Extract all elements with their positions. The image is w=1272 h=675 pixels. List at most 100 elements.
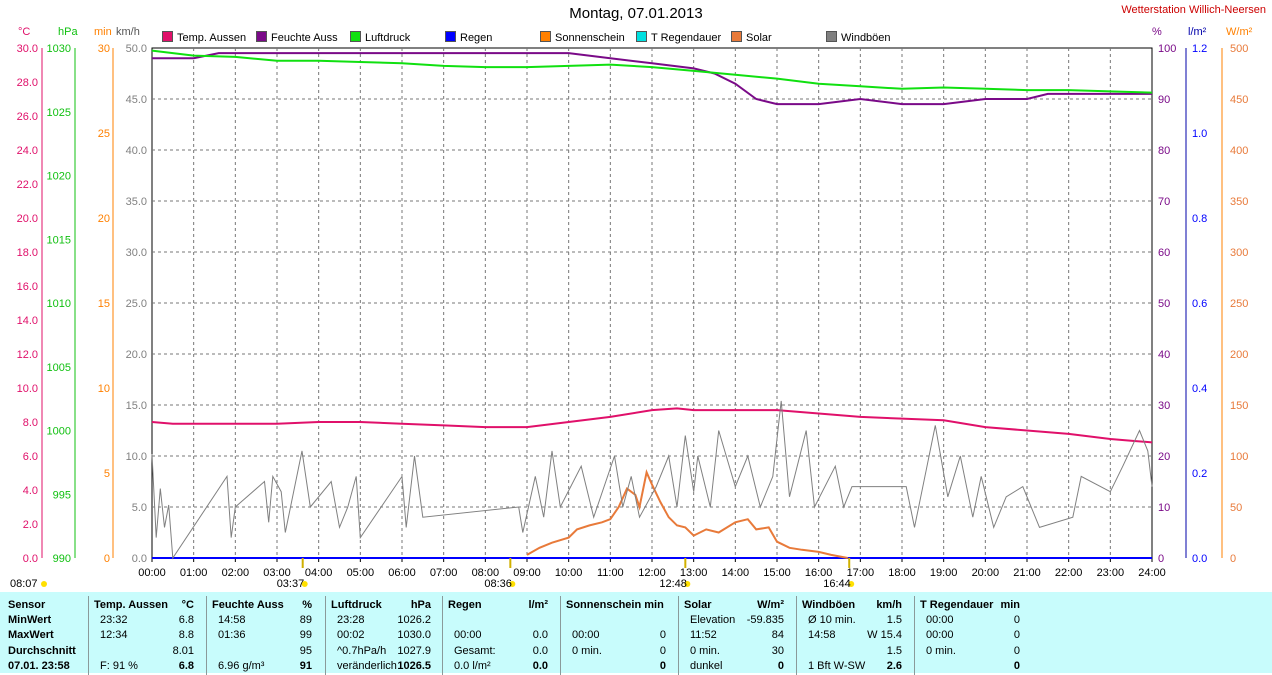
humidity-axis-tick: 70 — [1158, 196, 1170, 208]
cell-label: 00:00 — [572, 629, 600, 641]
cell-value: 8.8 — [178, 629, 194, 641]
wind-axis-tick: 50.0 — [126, 43, 147, 55]
legend-item[interactable]: Luftdruck — [350, 31, 410, 44]
summary-table: Sensor MinWert MaxWert Durchschnitt 07.01. 2… — [0, 592, 1272, 675]
solar-axis-tick: 350 — [1230, 196, 1248, 208]
x-tick-label: 15:00 — [763, 567, 791, 579]
cell-label: 14:58 — [808, 629, 836, 641]
cell-value: 1026.5 — [397, 660, 431, 672]
cell-value: -59.835 — [746, 614, 784, 626]
wind-axis-tick: 40.0 — [126, 145, 147, 157]
cell-label: 01:36 — [218, 629, 246, 641]
cell-label: 00:00 — [454, 629, 482, 641]
pressure-axis-tick: 1015 — [47, 234, 71, 246]
col-header: Sonnenschein min — [566, 599, 664, 611]
cell-label: veränderlich — [337, 660, 397, 672]
wind-axis-tick: 25.0 — [126, 298, 147, 310]
cell-value: 0.0 — [532, 629, 548, 641]
x-tick-label: 01:00 — [180, 567, 208, 579]
cell-value: 0 — [1013, 660, 1020, 672]
legend-label: Sonnenschein — [555, 32, 625, 44]
cell-label: 23:28 — [337, 614, 365, 626]
unit-humidity: % — [1152, 26, 1162, 38]
cell-value: 1030.0 — [397, 629, 431, 641]
temp-axis-tick: 28.0 — [17, 77, 38, 89]
sun-marker-label: 16:44 — [823, 578, 851, 590]
cell-value: 6.8 — [178, 614, 194, 626]
pressure-axis-tick: 1000 — [47, 426, 71, 438]
wind-axis-tick: 0.0 — [132, 553, 147, 565]
cell-label: 6.96 g/m³ — [218, 660, 265, 672]
temp-axis-tick: 12.0 — [17, 349, 38, 361]
temp-axis-tick: 14.0 — [17, 315, 38, 327]
x-tick-label: 08:00 — [472, 567, 500, 579]
cell-label: 0.0 l/m² — [454, 660, 491, 672]
rain-axis-tick: 1.0 — [1192, 128, 1207, 140]
cell-value: 1026.2 — [397, 614, 431, 626]
pressure-axis-tick: 1005 — [47, 362, 71, 374]
sun-marker-dot — [41, 581, 47, 587]
temp-axis-tick: 0.0 — [23, 553, 38, 565]
sunshine-axis-tick: 30 — [98, 43, 110, 55]
x-tick-label: 16:00 — [805, 567, 833, 579]
sun-marker-dot — [509, 581, 516, 587]
col-unit: % — [302, 599, 312, 611]
unit-temp: °C — [18, 26, 31, 38]
table-divider — [206, 596, 207, 675]
cell-value: 0 — [1013, 645, 1020, 657]
legend-item[interactable]: Solar — [731, 31, 772, 44]
cell-value: 91 — [299, 660, 312, 672]
temp-axis-tick: 20.0 — [17, 213, 38, 225]
legend-swatch — [162, 31, 173, 42]
col-header: Temp. Aussen — [94, 599, 168, 611]
solar-axis-tick: 200 — [1230, 349, 1248, 361]
cell-value: 0 — [659, 629, 666, 641]
sunshine-axis-tick: 15 — [98, 298, 110, 310]
x-tick-label: 05:00 — [347, 567, 375, 579]
row-label: Sensor — [8, 599, 46, 611]
series-solar — [526, 469, 848, 559]
cell-label: 00:00 — [926, 629, 954, 641]
chart-title: Montag, 07.01.2013 — [569, 5, 703, 22]
cell-value: 95 — [299, 645, 312, 657]
temp-axis-tick: 30.0 — [17, 43, 38, 55]
col-unit: hPa — [410, 599, 431, 611]
legend-item[interactable]: Sonnenschein — [540, 31, 625, 44]
legend-item[interactable]: T Regendauer — [636, 31, 721, 44]
col-unit: l/m² — [528, 599, 548, 611]
col-unit: W/m² — [757, 599, 784, 611]
cell-label: 0 min. — [690, 645, 720, 657]
legend-item[interactable]: Temp. Aussen — [162, 31, 246, 44]
wind-axis-tick: 20.0 — [126, 349, 147, 361]
sunshine-axis-tick: 20 — [98, 213, 110, 225]
pressure-axis-tick: 990 — [53, 553, 71, 565]
col-header: T Regendauer — [920, 599, 994, 611]
legend-item[interactable]: Windböen — [826, 31, 891, 44]
sun-marker-label: 12:48 — [659, 578, 687, 590]
sun-marker-dot — [301, 581, 308, 587]
legend-label: Regen — [460, 32, 493, 44]
legend-swatch — [350, 31, 361, 42]
x-tick-label: 14:00 — [722, 567, 750, 579]
row-label: 07.01. 23:58 — [8, 660, 70, 672]
legend-swatch — [826, 31, 837, 42]
sunshine-axis-tick: 25 — [98, 128, 110, 140]
legend-swatch — [636, 31, 647, 42]
x-tick-label: 22:00 — [1055, 567, 1083, 579]
wind-axis-tick: 5.0 — [132, 502, 147, 514]
legend-swatch — [445, 31, 456, 42]
temp-axis-tick: 10.0 — [17, 383, 38, 395]
cell-label: 0 min. — [926, 645, 956, 657]
cell-label: 14:58 — [218, 614, 246, 626]
legend-label: T Regendauer — [651, 32, 722, 44]
sunshine-axis-tick: 10 — [98, 383, 110, 395]
x-tick-label: 04:00 — [305, 567, 333, 579]
legend-swatch — [731, 31, 742, 42]
x-tick-label: 20:00 — [972, 567, 1000, 579]
wind-axis-tick: 10.0 — [126, 451, 147, 463]
chart-axes: 30.0 28.0 26.0 24.0 22.0 20.0 18.0 16.0 14.0 12.0… — [17, 43, 1249, 579]
legend-item[interactable]: Feuchte Auss — [256, 31, 338, 44]
solar-axis-tick: 50 — [1230, 502, 1242, 514]
sunshine-axis-tick: 5 — [104, 468, 110, 480]
legend-item[interactable]: Regen — [445, 31, 492, 44]
